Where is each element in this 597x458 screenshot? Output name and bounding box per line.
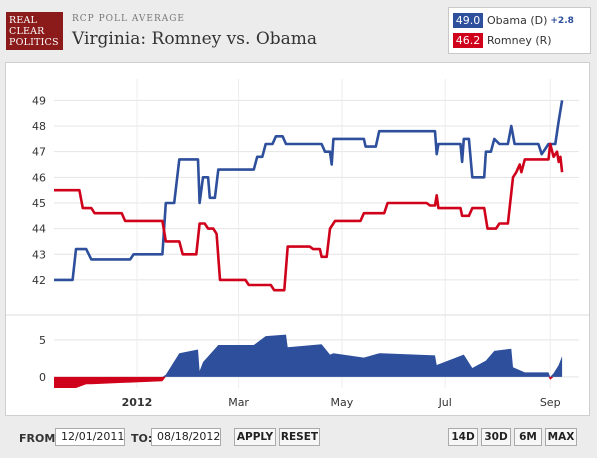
romney-legend-label: Romney (R): [487, 34, 552, 47]
spread-area-obama: [54, 334, 563, 377]
from-label: FROM:: [19, 432, 60, 445]
obama-series-line: [54, 100, 564, 282]
y-tick-label: 45: [32, 197, 46, 210]
x-axis-ticks: 2012 Mar May Jul Sep: [122, 396, 561, 409]
apply-button[interactable]: APPLY: [234, 428, 276, 446]
header: REAL CLEAR POLITICS RCP POLL AVERAGE Vir…: [0, 0, 597, 62]
range-14d-button[interactable]: 14D: [448, 428, 478, 446]
grid: [6, 79, 589, 388]
obama-value-badge: 49.0: [453, 13, 483, 28]
spread-area: [54, 334, 563, 388]
spread-tick-label: 5: [39, 334, 46, 347]
date-controls: FROM: 12/01/2011 TO: 08/18/2012 APPLY RE…: [0, 418, 597, 458]
from-date-input[interactable]: 12/01/2011: [55, 428, 125, 446]
x-tick-label: Sep: [540, 396, 561, 409]
y-tick-label: 47: [32, 146, 46, 159]
to-date-input[interactable]: 08/18/2012: [151, 428, 221, 446]
spread-area-romney: [54, 376, 563, 388]
romney-value-badge: 46.2: [453, 33, 483, 48]
x-tick-label: May: [331, 396, 354, 409]
poll-chart: 42 43 44 45 46 47 48 49 0 5 2012 Mar May Jul Sep: [6, 79, 589, 409]
legend: 49.0 Obama (D) +2.8 46.2 Romney (R): [448, 7, 591, 54]
range-30d-button[interactable]: 30D: [481, 428, 511, 446]
obama-legend-label: Obama (D): [487, 14, 548, 27]
reset-button[interactable]: RESET: [279, 428, 320, 446]
y-tick-label: 44: [32, 223, 46, 236]
chart-title: Virginia: Romney vs. Obama: [72, 29, 318, 49]
spread-tick-label: 0: [39, 371, 46, 384]
y-axis-ticks: 42 43 44 45 46 47 48 49 0 5: [32, 94, 46, 383]
range-max-button[interactable]: MAX: [545, 428, 577, 446]
x-tick-label: Mar: [228, 396, 249, 409]
spread-value: +2.8: [550, 15, 574, 26]
to-label: TO:: [131, 432, 153, 445]
logo-line-3: POLITICS: [9, 37, 59, 48]
y-tick-label: 49: [32, 94, 46, 107]
chart-area: 42 43 44 45 46 47 48 49 0 5 2012 Mar May Jul Sep: [5, 62, 590, 416]
x-tick-label: 2012: [122, 396, 153, 409]
x-tick-label: Jul: [438, 396, 452, 409]
legend-item-obama: 49.0 Obama (D) +2.8: [453, 13, 574, 29]
series-lines: [54, 100, 564, 292]
y-tick-label: 46: [32, 171, 46, 184]
logo-line-1: REAL: [9, 15, 38, 26]
chart-subtitle: RCP POLL AVERAGE: [72, 14, 185, 24]
y-tick-label: 42: [32, 274, 46, 287]
legend-item-romney: 46.2 Romney (R): [453, 33, 552, 49]
y-tick-label: 43: [32, 248, 46, 261]
range-6m-button[interactable]: 6M: [514, 428, 542, 446]
logo-line-2: CLEAR: [9, 26, 45, 37]
rcp-logo[interactable]: REAL CLEAR POLITICS: [6, 12, 63, 50]
romney-series-line: [54, 142, 564, 292]
y-tick-label: 48: [32, 120, 46, 133]
